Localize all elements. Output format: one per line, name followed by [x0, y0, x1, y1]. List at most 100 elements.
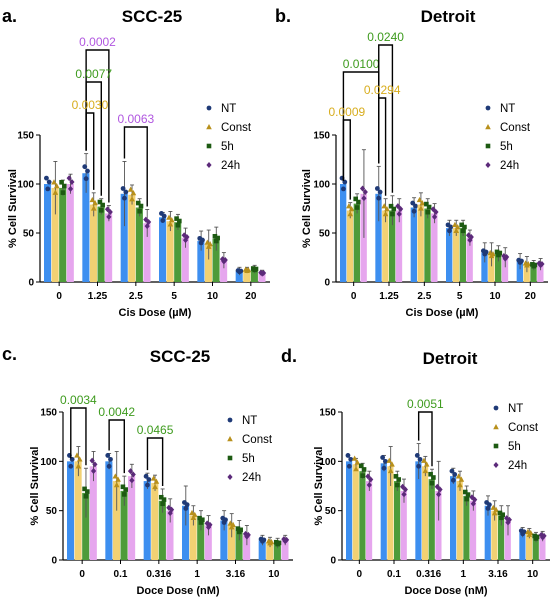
data-point-5h	[462, 489, 468, 495]
p-value-label: 0.0002	[79, 35, 116, 49]
data-point-NT	[380, 455, 386, 460]
data-point-24h	[168, 506, 175, 513]
data-point-24h	[366, 482, 372, 489]
data-point-24h	[89, 457, 95, 464]
data-point-24h	[359, 185, 366, 192]
data-point-Const	[150, 475, 157, 481]
data-point-5h	[497, 510, 503, 516]
x-tick-label: 5	[171, 291, 177, 302]
data-point-NT	[521, 529, 527, 535]
bar-24h-0	[66, 184, 74, 282]
legend-marker-Const	[227, 436, 233, 442]
legend-marker-Const	[493, 424, 499, 430]
bar-24h-1	[204, 525, 212, 560]
data-point-24h	[104, 206, 111, 213]
bar-5h-0.1	[120, 490, 128, 560]
bar-24h-3.16	[243, 535, 251, 560]
data-point-5h	[213, 238, 219, 244]
bar-5h-20	[530, 265, 537, 282]
bar-24h-20	[537, 264, 544, 282]
data-point-Const	[115, 476, 121, 482]
data-point-5h	[98, 208, 104, 213]
data-point-5h	[535, 534, 540, 540]
y-axis-label: % Cell Survival	[301, 169, 313, 248]
data-point-24h	[395, 203, 401, 210]
bar-5h-3.16	[235, 530, 243, 560]
data-point-5h	[253, 266, 259, 272]
panel-letter: c.	[2, 344, 17, 364]
data-point-24h	[431, 213, 438, 220]
bar-24h-2.5	[143, 223, 151, 282]
data-point-NT	[376, 195, 382, 201]
data-point-Const	[207, 241, 213, 247]
bar-Const-3.16	[491, 510, 498, 560]
x-axis-label: Cis Dose (µM)	[119, 307, 192, 319]
p-value-label: 0.0030	[72, 98, 109, 112]
bar-NT-5	[446, 228, 453, 282]
data-point-5h	[429, 480, 435, 486]
data-point-Const	[458, 476, 465, 482]
bar-Const-2.5	[417, 204, 424, 282]
data-point-NT	[85, 168, 90, 174]
panel-title: SCC-25	[122, 7, 182, 26]
data-point-5h	[276, 540, 282, 546]
bar-NT-10	[519, 532, 526, 560]
data-point-NT	[146, 477, 152, 482]
y-tick-label: 100	[313, 180, 330, 191]
bar-NT-10	[481, 252, 488, 282]
y-tick-label: 50	[325, 506, 337, 517]
data-point-5h	[215, 235, 220, 241]
x-tick-label: 10	[489, 291, 501, 302]
significance-bracket	[417, 411, 433, 467]
data-point-24h	[66, 175, 72, 182]
legend-label-Const: Const	[221, 122, 252, 134]
legend-label-NT: NT	[508, 403, 523, 415]
data-point-NT	[519, 258, 524, 264]
data-point-24h	[368, 476, 374, 483]
p-value-label: 0.0465	[137, 423, 174, 437]
significance-bracket	[146, 437, 164, 486]
legend-marker-5h	[493, 443, 499, 449]
data-point-NT	[411, 208, 417, 214]
data-point-5h	[175, 222, 181, 228]
data-point-24h	[434, 483, 440, 490]
x-tick-label: 0	[79, 569, 85, 580]
data-point-Const	[421, 457, 427, 463]
data-point-Const	[92, 200, 98, 206]
data-point-NT	[82, 164, 88, 170]
legend-label-5h: 5h	[221, 141, 234, 153]
data-point-Const	[347, 211, 354, 217]
data-point-Const	[348, 206, 355, 212]
x-tick-label: 0	[357, 569, 363, 580]
data-point-24h	[184, 234, 190, 241]
bar-Const-5	[166, 221, 174, 282]
data-point-24h	[245, 531, 251, 538]
data-point-Const	[76, 456, 83, 462]
data-point-NT	[200, 237, 205, 243]
bar-NT-0.316	[415, 461, 422, 560]
data-point-24h	[504, 254, 510, 261]
data-point-NT	[485, 506, 491, 511]
legend-marker-Const	[206, 124, 212, 130]
data-point-NT	[143, 473, 149, 479]
bar-24h-1.25	[395, 210, 403, 282]
data-point-NT	[120, 186, 126, 191]
data-point-5h	[424, 201, 429, 207]
data-point-Const	[453, 227, 460, 233]
data-point-NT	[223, 517, 228, 523]
data-point-24h	[402, 486, 408, 493]
data-point-Const	[423, 461, 430, 467]
y-tick-label: 150	[319, 408, 336, 419]
bar-5h-10	[532, 537, 539, 560]
bar-NT-20	[516, 261, 523, 282]
data-point-5h	[390, 211, 395, 217]
data-point-24h	[207, 521, 213, 528]
bar-5h-0	[59, 187, 67, 282]
bar-24h-0.316	[435, 490, 442, 560]
panel-letter: b.	[275, 6, 291, 26]
data-point-NT	[417, 456, 423, 462]
y-tick-label: 50	[46, 506, 58, 517]
data-point-5h	[360, 473, 365, 478]
bar-24h-1	[470, 500, 477, 560]
data-point-Const	[381, 203, 388, 209]
